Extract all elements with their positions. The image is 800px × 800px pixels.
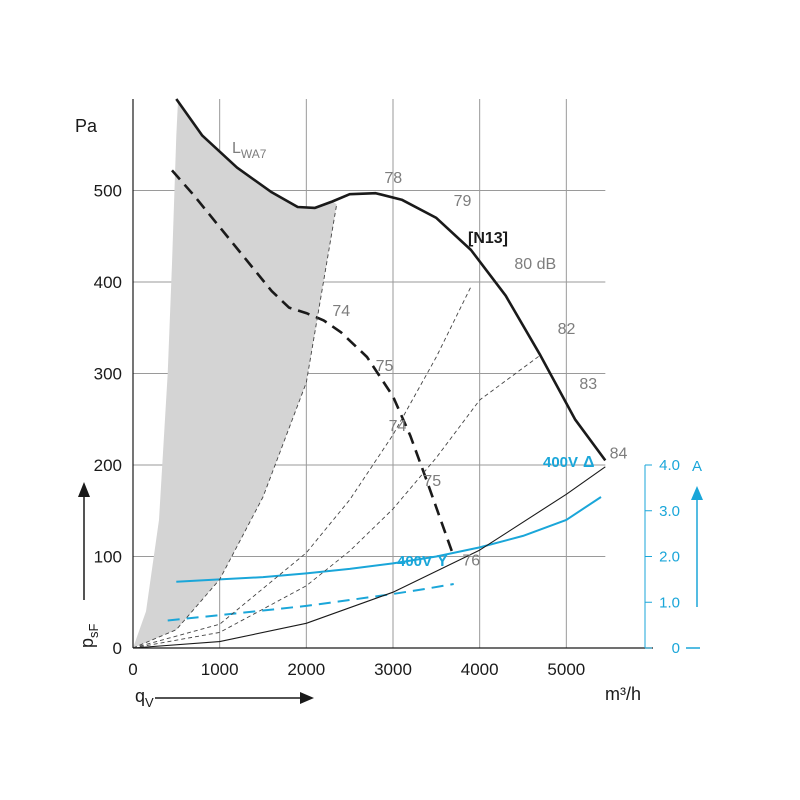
series-label-delta: 400V Δ bbox=[543, 454, 595, 471]
system-curve bbox=[132, 354, 541, 649]
db-label: 80 dB bbox=[514, 256, 556, 273]
sound-power-sub: WA7 bbox=[241, 147, 267, 161]
db-label: 82 bbox=[558, 321, 576, 338]
y2-tick-label: 0 bbox=[672, 640, 680, 657]
y-tick-label: 500 bbox=[94, 182, 122, 201]
series-label-star: 400V Y bbox=[397, 553, 448, 570]
db-label: 74 bbox=[332, 303, 350, 320]
y-axis-name: psF bbox=[77, 623, 101, 648]
system-curve bbox=[132, 286, 472, 649]
x-tick-label: 1000 bbox=[201, 660, 239, 679]
axes bbox=[78, 99, 703, 704]
shaded-region bbox=[133, 99, 337, 648]
x-tick-label: 3000 bbox=[374, 660, 412, 679]
x-tick-label: 5000 bbox=[547, 660, 585, 679]
db-label: 75 bbox=[423, 473, 441, 490]
y-direction-arrowhead bbox=[78, 482, 90, 497]
pressure-curve-delta bbox=[175, 98, 607, 462]
series-label-delta-symbol: Δ bbox=[583, 454, 595, 471]
y-unit-label: Pa bbox=[75, 116, 98, 136]
current-curve-delta bbox=[176, 496, 602, 583]
y-axis-name-sub: sF bbox=[86, 623, 101, 638]
labels: Pa m³/h [N13] LWA7 qV psF A 400V Δ 400V Y … bbox=[75, 116, 702, 710]
x-unit-label: m³/h bbox=[605, 684, 641, 704]
curves bbox=[132, 98, 607, 649]
current-curve-star bbox=[167, 583, 454, 622]
y2-tick-label: 3.0 bbox=[659, 503, 680, 520]
x-axis-name-sub: V bbox=[145, 695, 154, 710]
model-label: [N13] bbox=[468, 230, 508, 247]
x-tick-label: 4000 bbox=[461, 660, 499, 679]
y-tick-label: 300 bbox=[94, 365, 122, 384]
x-axis-name: qV bbox=[135, 686, 154, 710]
y-tick-label: 0 bbox=[113, 639, 122, 658]
sound-power-main: L bbox=[232, 140, 241, 157]
db-label: 76 bbox=[462, 553, 480, 570]
db-label: 74 bbox=[389, 418, 407, 435]
system-curve bbox=[132, 204, 338, 649]
x-axis-name-main: q bbox=[135, 686, 145, 706]
sound-power-label: LWA7 bbox=[232, 140, 267, 161]
system-curve bbox=[132, 466, 606, 649]
y2-tick-label: 2.0 bbox=[659, 549, 680, 566]
y-tick-label: 100 bbox=[94, 548, 122, 567]
y-tick-label: 200 bbox=[94, 456, 122, 475]
y2-tick-label: 4.0 bbox=[659, 457, 680, 474]
db-label: 84 bbox=[610, 446, 628, 463]
db-label: 75 bbox=[376, 358, 394, 375]
x-tick-label: 0 bbox=[128, 660, 137, 679]
x-tick-label: 2000 bbox=[287, 660, 325, 679]
db-label: 83 bbox=[579, 376, 597, 393]
db-label: 78 bbox=[384, 170, 402, 187]
pressure-curve-star bbox=[171, 169, 455, 557]
x-direction-arrowhead bbox=[300, 692, 314, 704]
series-label-delta-text: 400V bbox=[543, 454, 578, 471]
y-axis-name-main: p bbox=[77, 638, 97, 648]
y2-direction-arrowhead bbox=[691, 486, 703, 500]
db-label: 79 bbox=[454, 193, 472, 210]
series-label-star-text: 400V bbox=[397, 553, 432, 570]
y2-unit-label: A bbox=[692, 458, 702, 475]
y-tick-label: 400 bbox=[94, 273, 122, 292]
y2-tick-label: 1.0 bbox=[659, 594, 680, 611]
shaded-area bbox=[133, 99, 337, 648]
series-label-star-symbol: Y bbox=[437, 553, 448, 570]
